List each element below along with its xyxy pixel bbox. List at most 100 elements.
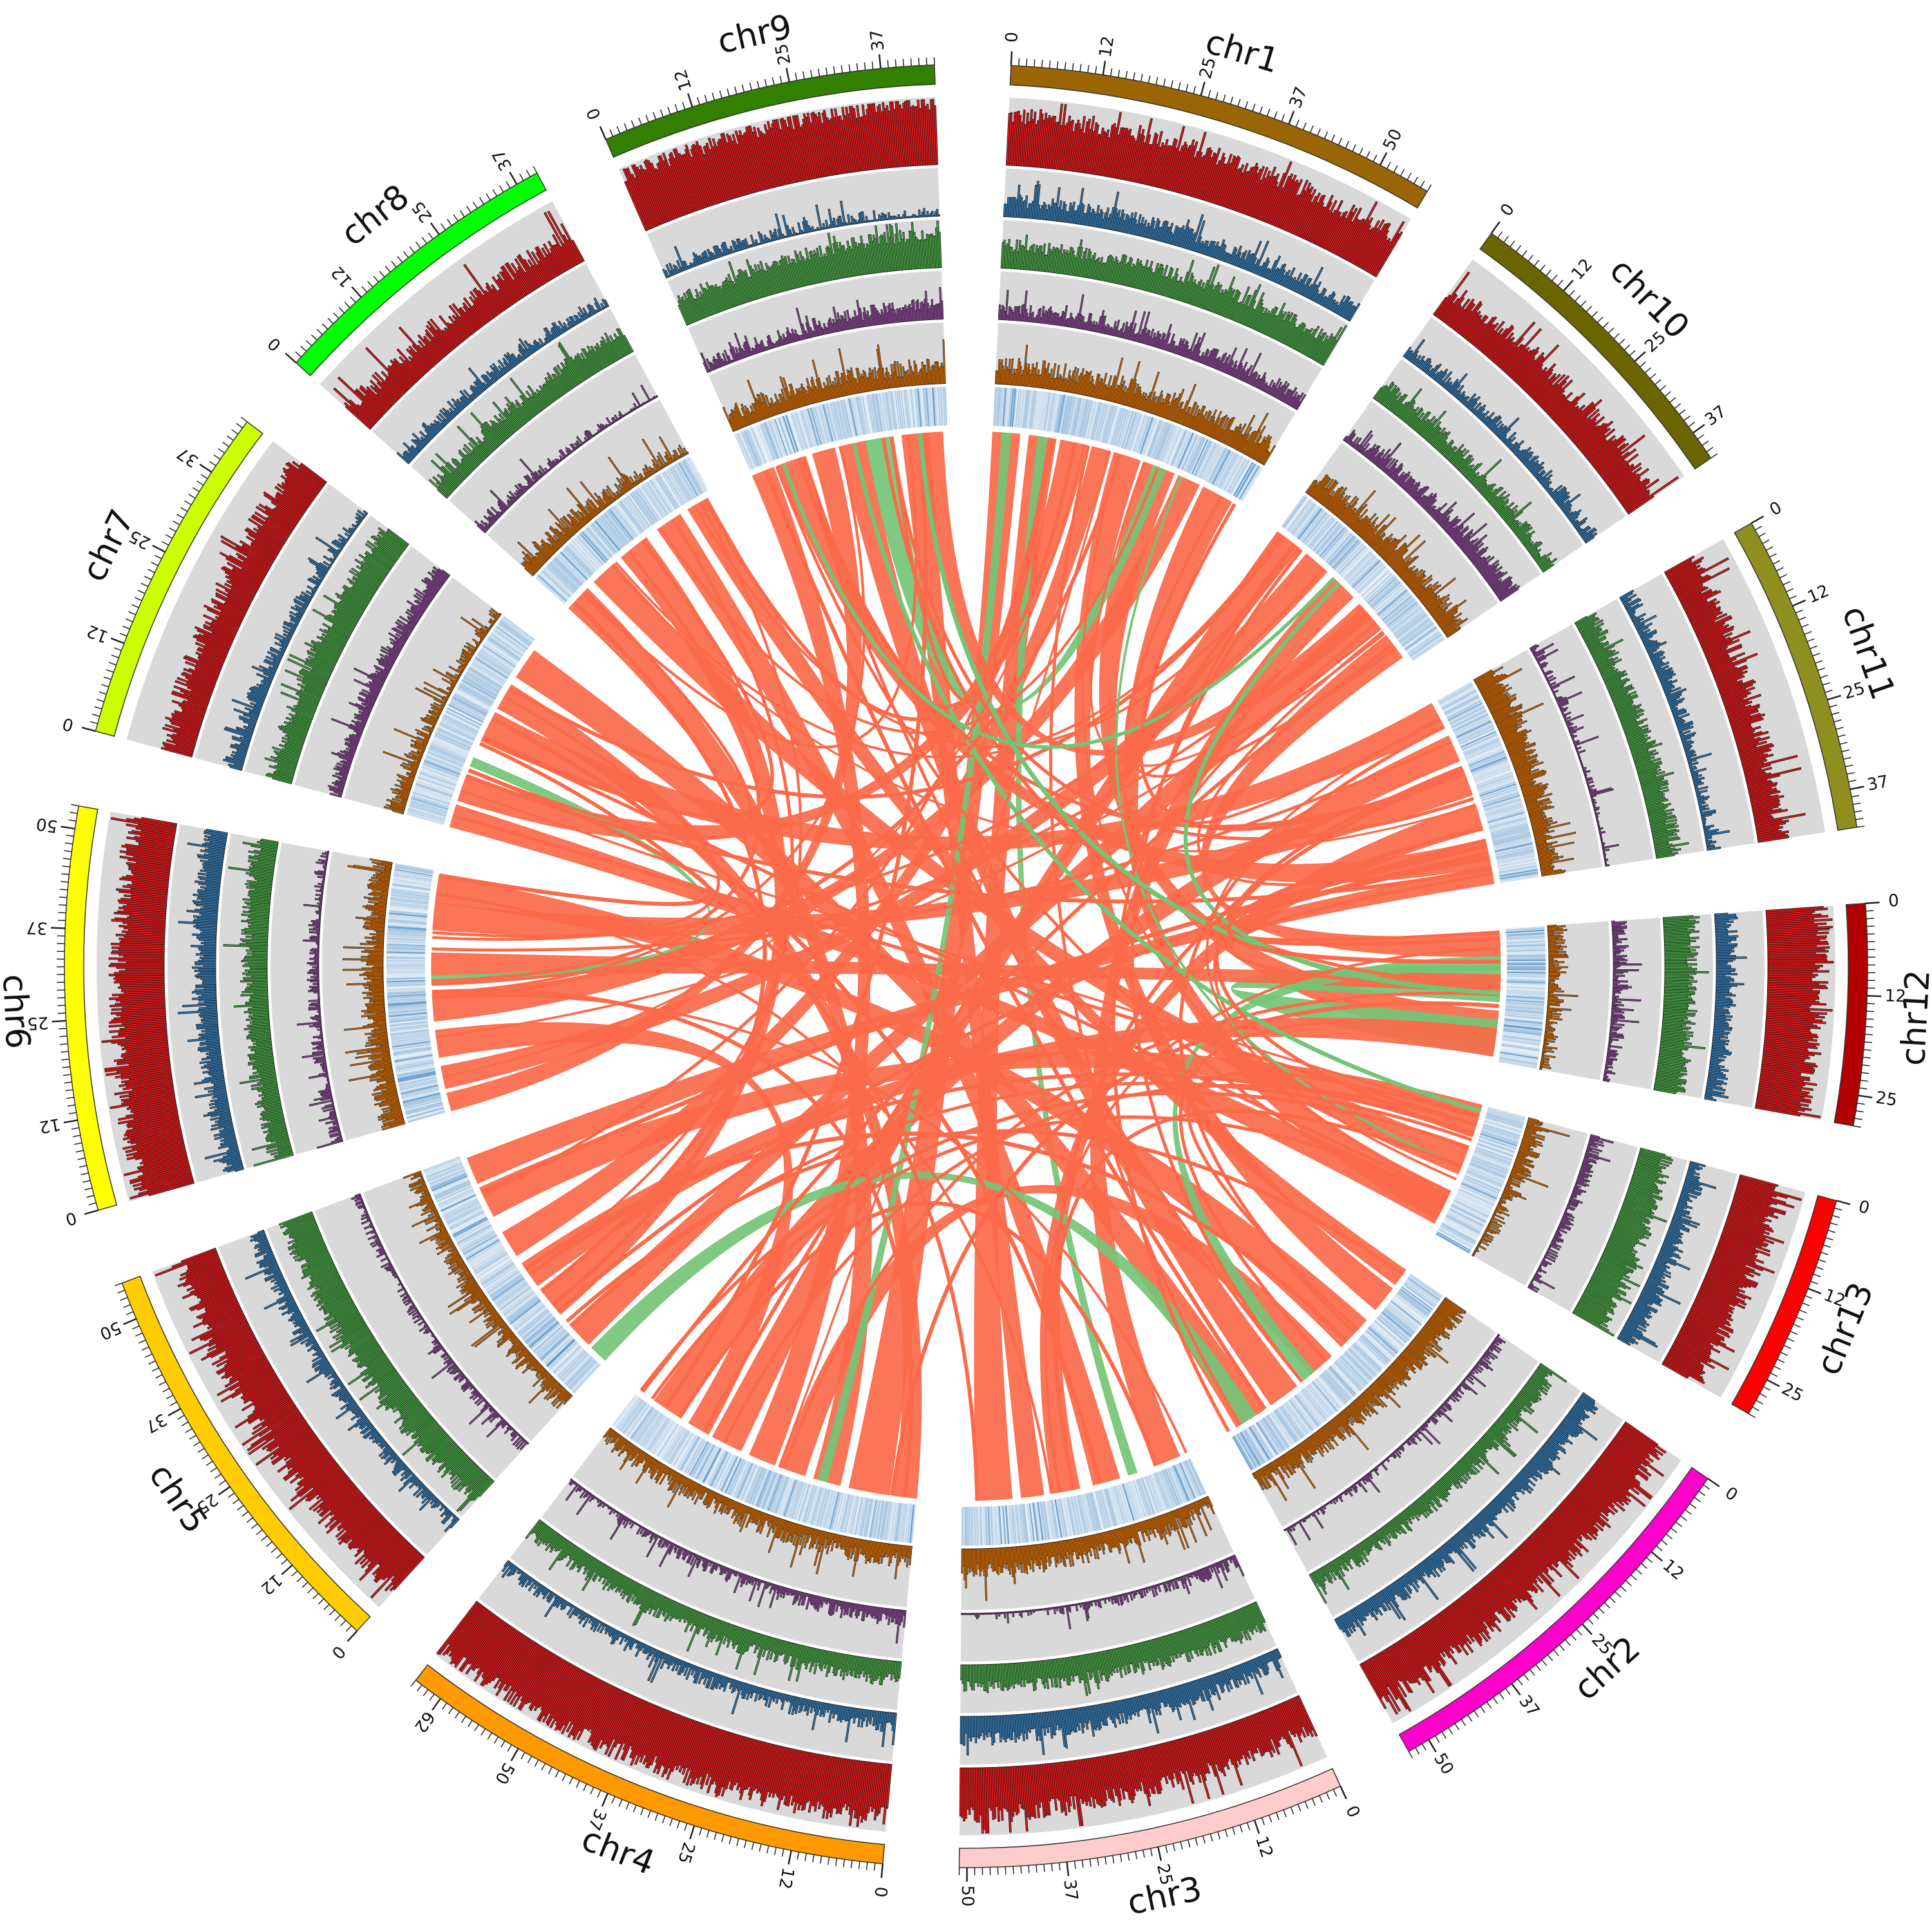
major-tick [510,1748,519,1761]
chr-label-chr12: chr12 [1894,969,1932,1066]
heatmap-cell [552,559,581,587]
minor-tick [1480,1706,1486,1713]
heatmap-cell [1299,1391,1324,1423]
heatmap-cell [516,1307,547,1333]
heatmap-cell [1482,793,1520,806]
heatmap-cell [439,724,475,742]
heatmap-cell [938,386,941,426]
heatmap-cell [677,1435,697,1470]
heatmap-cell [404,1099,442,1110]
heatmap-cell [1325,533,1353,564]
heatmap-cell [395,1061,434,1070]
heatmap-cell [1499,867,1538,875]
heatmap-cell [1391,1299,1423,1325]
heatmap-cell [442,717,478,735]
heatmap-cell [1046,1501,1054,1539]
heatmap-cell [880,1501,887,1540]
heatmap-cell [851,1496,860,1535]
heatmap-cell [799,1484,811,1522]
heatmap-cell [1369,1325,1399,1353]
minor-tick [1825,1237,1833,1241]
heatmap-cell [1049,393,1057,432]
chr-label-chr6: chr6 [0,973,37,1050]
heatmap-cell [480,648,514,671]
heatmap-cell [1094,402,1104,441]
histogram-bins [662,200,940,279]
heatmap-cell [1367,1327,1397,1355]
heatmap-cell [386,957,426,960]
minor-tick [630,120,635,128]
heatmap-cell [620,1400,645,1433]
heatmap-cell [1449,705,1485,724]
heatmap-cell [795,412,808,450]
heatmap-cell [779,417,793,454]
heatmap-cell [1218,453,1238,489]
heatmap-cell [1448,704,1484,723]
link-line [701,543,1296,1433]
heatmap-cell [675,464,696,498]
heatmap-cell [773,419,788,456]
minor-tick [647,1810,651,1819]
histogram-bins [1754,905,1834,1119]
heatmap-cell [550,1343,579,1371]
heatmap-cell [433,735,470,752]
chr-label-chr10: chr10 [1602,251,1696,347]
heatmap-cell [969,1506,971,1546]
heatmap-cell [1491,826,1529,837]
minor-tick [1522,250,1528,257]
heatmap-cell [801,1484,814,1522]
heatmap-cell [462,1233,497,1253]
heatmap-cell [690,1441,710,1477]
heatmap-cell [757,424,773,462]
heatmap-cell [388,1006,427,1010]
heatmap-cell [428,1167,464,1183]
histogram-bins [223,838,294,1167]
heatmap-cell [1097,403,1108,442]
heatmap-cell [470,664,504,686]
minor-tick [1119,1854,1122,1862]
heatmap-cell [392,1039,431,1047]
major-tick [51,927,66,929]
heatmap-cell [1118,410,1131,448]
minor-tick [119,632,128,637]
heatmap-cell [1076,1495,1086,1534]
heatmap-cell [388,911,428,917]
minor-tick [1222,94,1226,102]
heatmap-cell [453,1218,488,1238]
heatmap-cell [766,1473,781,1511]
heatmap-cell [1393,1296,1425,1321]
link-line [565,1129,1404,1323]
heatmap-cell [975,1506,978,1546]
heatmap-cell [612,506,637,538]
heatmap-cell [394,866,433,875]
heatmap-cell [397,1070,436,1080]
heatmap-cell [752,426,768,463]
heatmap-cell [987,1506,990,1546]
heatmap-cell [1225,457,1245,492]
heatmap-cell [399,1081,438,1092]
heatmap-cell [468,1242,502,1264]
link-line [1183,582,1501,995]
heatmap-cell [705,1448,724,1484]
heatmap-cell [1466,744,1502,761]
minor-tick [120,1296,128,1301]
minor-tick [1135,1851,1138,1859]
heatmap-cell [442,1197,478,1215]
minor-tick [669,1818,673,1826]
minor-tick [1461,1719,1466,1727]
heatmap-cell [840,1494,851,1533]
heatmap-cell [636,1411,660,1444]
heatmap-cell [1057,394,1065,433]
heatmap-cell [1499,1058,1537,1066]
heatmap-cell [1184,1461,1200,1497]
heatmap-cell [428,1168,465,1184]
heatmap-cell [1191,439,1209,475]
heatmap-cell [1305,1386,1331,1417]
minor-tick [1125,71,1128,79]
heatmap-cell [436,1185,472,1202]
heatmap-cell [677,462,698,497]
heatmap-cell [1146,1475,1160,1513]
minor-tick [317,1598,325,1605]
minor-tick [795,72,797,81]
heatmap-cell [1289,1399,1313,1432]
